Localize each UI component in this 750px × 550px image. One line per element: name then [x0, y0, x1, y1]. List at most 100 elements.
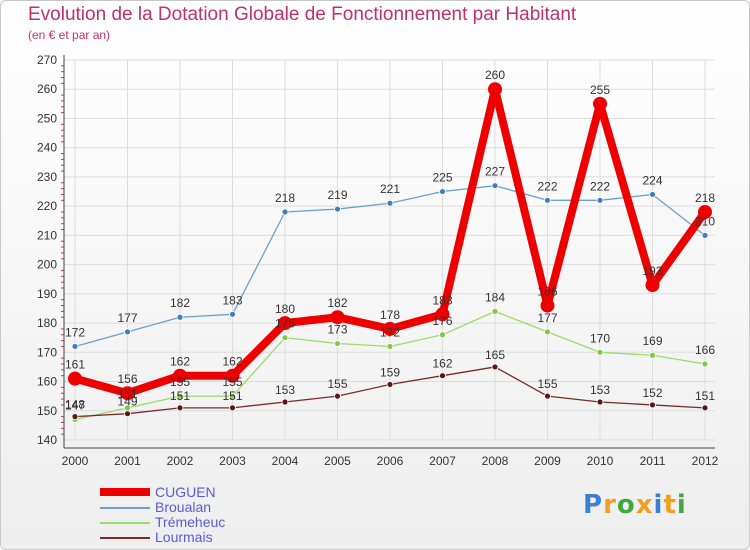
data-label-broualan: 224	[642, 173, 662, 187]
data-label-broualan: 221	[380, 182, 400, 196]
data-point-lourmais	[701, 404, 709, 412]
data-point-broualan	[596, 196, 604, 204]
data-label-tremeheuc: 175	[275, 317, 295, 331]
data-point-tremeheuc	[176, 392, 184, 400]
data-point-lourmais	[544, 392, 551, 400]
data-label-broualan: 222	[537, 179, 557, 193]
y-tick-label: 260	[37, 82, 57, 96]
y-tick-label: 220	[37, 199, 57, 213]
data-point-lourmais	[596, 398, 604, 406]
data-label-cuguen: 156	[117, 372, 137, 386]
data-label-tremeheuc: 166	[695, 343, 715, 357]
data-point-lourmais	[386, 381, 394, 388]
legend-label-cuguen: CUGUEN	[155, 484, 216, 500]
data-point-tremeheuc	[596, 348, 604, 356]
data-point-cuguen	[645, 278, 660, 293]
y-tick-label: 160	[37, 375, 57, 389]
data-label-lourmais: 148	[65, 398, 85, 412]
data-point-tremeheuc	[649, 351, 656, 359]
data-point-lourmais	[71, 413, 79, 421]
data-point-cuguen	[225, 368, 240, 383]
data-label-broualan: 183	[222, 293, 242, 307]
data-label-lourmais: 151	[222, 389, 242, 403]
data-label-tremeheuc: 172	[380, 325, 400, 339]
data-label-broualan: 172	[65, 325, 85, 339]
data-label-tremeheuc: 151	[117, 387, 137, 401]
data-point-tremeheuc	[334, 340, 341, 347]
data-label-cuguen: 218	[695, 191, 715, 205]
legend-swatch-lourmais	[100, 537, 150, 539]
x-tick-label: 2005	[324, 454, 351, 468]
x-tick-label: 2010	[587, 454, 614, 468]
proxiti-logo: Proxiti	[583, 490, 687, 520]
logo-letter: x	[635, 490, 654, 520]
data-label-lourmais: 153	[275, 383, 295, 397]
y-tick-label: 200	[37, 258, 57, 272]
y-tick-label: 210	[37, 228, 57, 242]
x-tick-label: 2008	[482, 454, 509, 468]
data-point-broualan	[229, 310, 236, 318]
data-point-broualan	[544, 196, 551, 204]
data-label-broualan: 210	[695, 214, 715, 228]
data-point-cuguen	[330, 310, 345, 325]
logo-letter: t	[663, 490, 677, 520]
data-point-lourmais	[124, 410, 131, 418]
logo-letter: o	[616, 490, 636, 520]
y-tick-label: 240	[37, 141, 57, 155]
data-point-cuguen	[278, 316, 292, 331]
data-label-cuguen: 260	[485, 68, 505, 82]
data-point-broualan	[281, 208, 289, 216]
data-label-broualan: 225	[432, 171, 452, 185]
data-label-cuguen: 183	[432, 293, 452, 307]
y-tick-label: 190	[37, 287, 57, 301]
data-label-broualan: 182	[170, 296, 190, 310]
x-tick-label: 2006	[377, 454, 404, 468]
legend-label-tremeheuc: Trémeheuc	[155, 514, 226, 530]
legend-label-broualan: Broualan	[155, 499, 212, 515]
y-tick-label: 180	[37, 316, 57, 330]
data-label-tremeheuc: 170	[590, 331, 610, 345]
data-label-cuguen: 178	[380, 308, 400, 322]
data-point-lourmais	[491, 363, 499, 371]
x-tick-label: 2004	[272, 454, 299, 468]
data-label-tremeheuc: 184	[485, 290, 505, 304]
x-tick-label: 2012	[692, 454, 719, 468]
data-label-lourmais: 162	[432, 357, 452, 371]
logo-letter: i	[676, 490, 687, 520]
data-point-lourmais	[176, 404, 184, 412]
legend-swatch-tremeheuc	[100, 522, 150, 524]
legend-swatch-broualan	[100, 507, 150, 509]
chart-title: Evolution de la Dotation Globale de Fonc…	[28, 4, 577, 25]
data-label-broualan: 219	[327, 188, 347, 202]
x-tick-label: 2001	[114, 454, 141, 468]
data-point-broualan	[71, 343, 79, 350]
data-label-lourmais: 151	[170, 389, 190, 403]
data-label-cuguen: 186	[537, 285, 557, 299]
data-label-tremeheuc: 155	[170, 375, 190, 389]
data-label-tremeheuc: 169	[642, 334, 662, 348]
data-point-lourmais	[649, 401, 656, 409]
data-point-cuguen	[488, 82, 502, 97]
y-tick-label: 140	[37, 433, 57, 447]
data-label-broualan: 177	[117, 311, 137, 325]
x-tick-label: 2009	[534, 454, 561, 468]
data-label-lourmais: 149	[117, 395, 137, 409]
data-label-cuguen: 162	[170, 355, 190, 369]
data-point-tremeheuc	[281, 334, 289, 342]
legend-label-lourmais: Lourmais	[155, 529, 213, 545]
data-point-lourmais	[439, 372, 446, 380]
data-point-cuguen	[698, 205, 712, 219]
data-point-broualan	[491, 182, 499, 190]
logo-letter: i	[653, 490, 664, 520]
data-label-lourmais: 165	[485, 348, 505, 362]
data-point-tremeheuc	[544, 328, 551, 336]
data-label-broualan: 222	[590, 179, 610, 193]
data-label-cuguen: 182	[327, 296, 347, 310]
data-point-cuguen	[173, 368, 187, 383]
x-tick-label: 2000	[62, 454, 89, 468]
y-tick-label: 250	[37, 111, 57, 125]
x-tick-label: 2003	[219, 454, 246, 468]
data-label-tremeheuc: 177	[537, 311, 557, 325]
data-label-cuguen: 162	[222, 355, 242, 369]
